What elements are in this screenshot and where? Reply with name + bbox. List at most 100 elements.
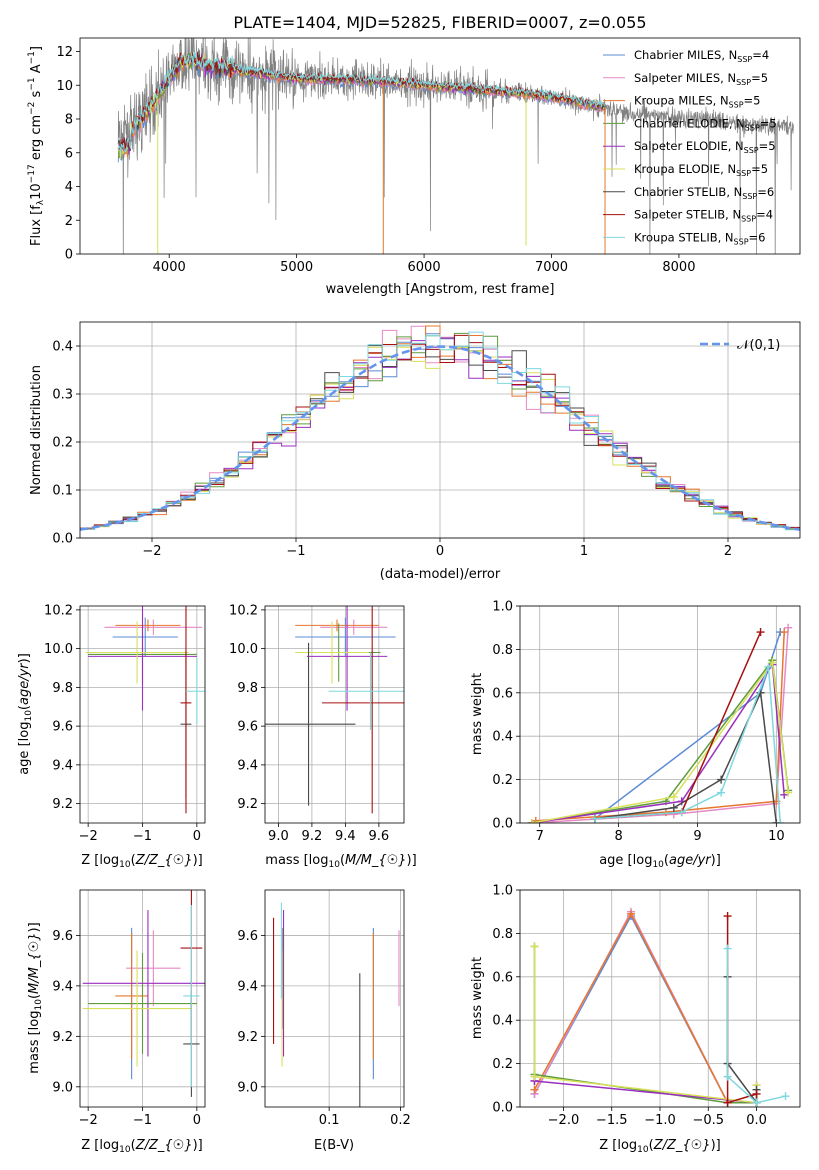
weight-marker-chabrier_stelib: [717, 775, 726, 784]
model-line-kroupa_miles: [117, 54, 605, 159]
y-tick-label: 1.0: [492, 600, 513, 615]
x-tick-label: 8000: [662, 260, 695, 275]
y-tick-label: 0.2: [492, 773, 513, 788]
weight-marker-chabrier_stelib: [669, 803, 678, 812]
spectrum-plot-area: [117, 38, 794, 254]
weight-marker-kroupa_stelib: [764, 662, 773, 671]
y-axis-label: Normed distribution: [29, 365, 44, 495]
x-tick-label: 2: [724, 544, 732, 559]
weight-marker-salpeter_miles: [784, 623, 793, 632]
residuals-panel: −2 −1 0 1 2 0.0 0.1 0.2 0.3 0.4 (data-model)/error…: [29, 321, 801, 582]
legend-label-chabrier_stelib: Chabrier STELIB, NSSP=6: [634, 185, 774, 201]
x-tick-label: 6000: [408, 260, 441, 275]
y-tick-label: 9.8: [237, 681, 258, 696]
weight-marker-kroupa_stelib: [781, 1092, 790, 1101]
x-tick-label: 9.0: [268, 829, 289, 844]
mass_vs_ebv-panel: 0.1 0.2 9.0 9.2 9.4 9.6 E(B-V): [237, 889, 411, 1153]
weight-marker-kroupa_miles: [531, 816, 540, 823]
weight-marker-kroupa_elodie: [669, 792, 678, 801]
y-tick-label: 0: [65, 248, 73, 263]
mass_vs_ebv-plot-area: [273, 902, 400, 1107]
model-line-chabrier_elodie: [117, 52, 605, 159]
y-axis-label: age [log10​(age/yr)]: [17, 653, 34, 775]
weight_vs_age-plot-area: [527, 623, 793, 823]
model-line-kroupa_stelib: [117, 50, 605, 154]
x-axis-label: E(B-V): [314, 1138, 354, 1153]
residual-hist-kroupa_stelib: [80, 331, 800, 531]
weight-line-chabrier_elodie: [531, 658, 789, 823]
weight-marker-chabrier_stelib: [756, 688, 765, 697]
weight-marker-kroupa_elodie: [784, 788, 793, 797]
weight-line-kroupa_elodie: [531, 660, 789, 823]
x-tick-label: 7000: [535, 260, 568, 275]
x-tick-label: 9: [693, 829, 701, 844]
x-axis-label: Z [log10​(Z/Z_{☉})]: [599, 1138, 721, 1155]
y-tick-label: 10.0: [229, 642, 258, 657]
y-tick-label: 12: [56, 45, 73, 60]
y-tick-label: 9.2: [237, 797, 258, 812]
weight-marker-kroupa_stelib: [590, 814, 599, 823]
x-tick-label: 0: [193, 829, 201, 844]
weight-line-kroupa_miles: [533, 912, 757, 1104]
x-tick-label: −2: [79, 829, 98, 844]
y-tick-label: 0.4: [492, 1014, 513, 1029]
weight-marker-kroupa_elodie: [530, 942, 539, 951]
x-tick-label: 4000: [153, 260, 186, 275]
y-tick-label: 10.0: [44, 642, 73, 657]
axes-frame: [519, 889, 801, 1108]
x-tick-label: −1.5: [596, 1113, 628, 1128]
weight-line-chabrier_stelib: [726, 976, 758, 1105]
x-tick-label: −1: [286, 544, 305, 559]
y-tick-label: 9.6: [237, 720, 258, 735]
y-tick-label: 0.2: [52, 436, 73, 451]
weight-marker-salpeter_stelib: [756, 628, 765, 637]
y-tick-label: 9.0: [52, 1080, 73, 1095]
x-tick-label: 0: [436, 544, 444, 559]
age_vs_Z-plot-area: [85, 606, 205, 814]
y-tick-label: 0.8: [492, 927, 513, 942]
weight-line-chabrier_miles: [533, 914, 757, 1104]
weight-marker-kroupa_miles: [530, 1085, 539, 1094]
x-axis-label: (data-model)/error: [380, 567, 501, 582]
x-tick-label: 9.6: [369, 829, 390, 844]
legend-label-chabrier_elodie: Chabrier ELODIE, NSSP=5: [634, 116, 777, 132]
y-tick-label: 0.2: [492, 1057, 513, 1072]
x-tick-label: 0: [193, 1113, 201, 1128]
y-tick-label: 9.4: [52, 979, 73, 994]
legend-label-salpeter_stelib: Salpeter STELIB, NSSP=4: [634, 208, 773, 224]
x-tick-label: −1: [133, 1113, 152, 1128]
axes-frame: [79, 37, 801, 255]
y-tick-label: 9.4: [52, 758, 73, 773]
weight-marker-kroupa_elodie: [768, 658, 777, 667]
legend-label-chabrier_miles: Chabrier MILES, NSSP=4: [634, 48, 769, 64]
y-tick-label: 0.3: [52, 388, 73, 403]
weight-line-chabrier_elodie: [533, 946, 757, 1104]
figure-title: PLATE=1404, MJD=52825, FIBERID=0007, z=0…: [233, 13, 646, 32]
y-tick-label: 0.1: [52, 484, 73, 499]
y-axis-label: mass [log10​(M/M_{☉})]: [27, 922, 44, 1073]
x-tick-label: −1.0: [644, 1113, 676, 1128]
legend-label-normal: 𝒩(0,1): [737, 338, 780, 353]
model-line-salpeter_stelib: [117, 51, 605, 152]
y-tick-label: 1.0: [492, 884, 513, 899]
model-line-salpeter_miles: [117, 55, 605, 157]
weight-marker-salpeter_stelib: [723, 912, 732, 921]
y-tick-label: 9.6: [52, 929, 73, 944]
y-tick-label: 10.2: [229, 603, 258, 618]
y-axis-label: Flux [fλ​10−17​ erg cm−2​ s−1​ A−1​]: [27, 46, 46, 246]
y-tick-label: 9.2: [237, 1030, 258, 1045]
y-axis-label: mass weight: [470, 673, 485, 755]
x-tick-label: 7: [536, 829, 544, 844]
y-tick-label: 8: [65, 113, 73, 128]
y-tick-label: 10: [56, 79, 73, 94]
weight-marker-kroupa_stelib: [776, 819, 785, 823]
y-tick-label: 9.6: [237, 929, 258, 944]
y-tick-label: 0.4: [492, 730, 513, 745]
x-tick-label: 10: [768, 829, 785, 844]
weight-marker-kroupa_miles: [627, 909, 636, 918]
y-tick-label: 9.0: [237, 1080, 258, 1095]
mass_vs_ebv-grid: [265, 890, 404, 1107]
y-tick-label: 9.4: [237, 979, 258, 994]
y-tick-label: 9.2: [52, 1030, 73, 1045]
